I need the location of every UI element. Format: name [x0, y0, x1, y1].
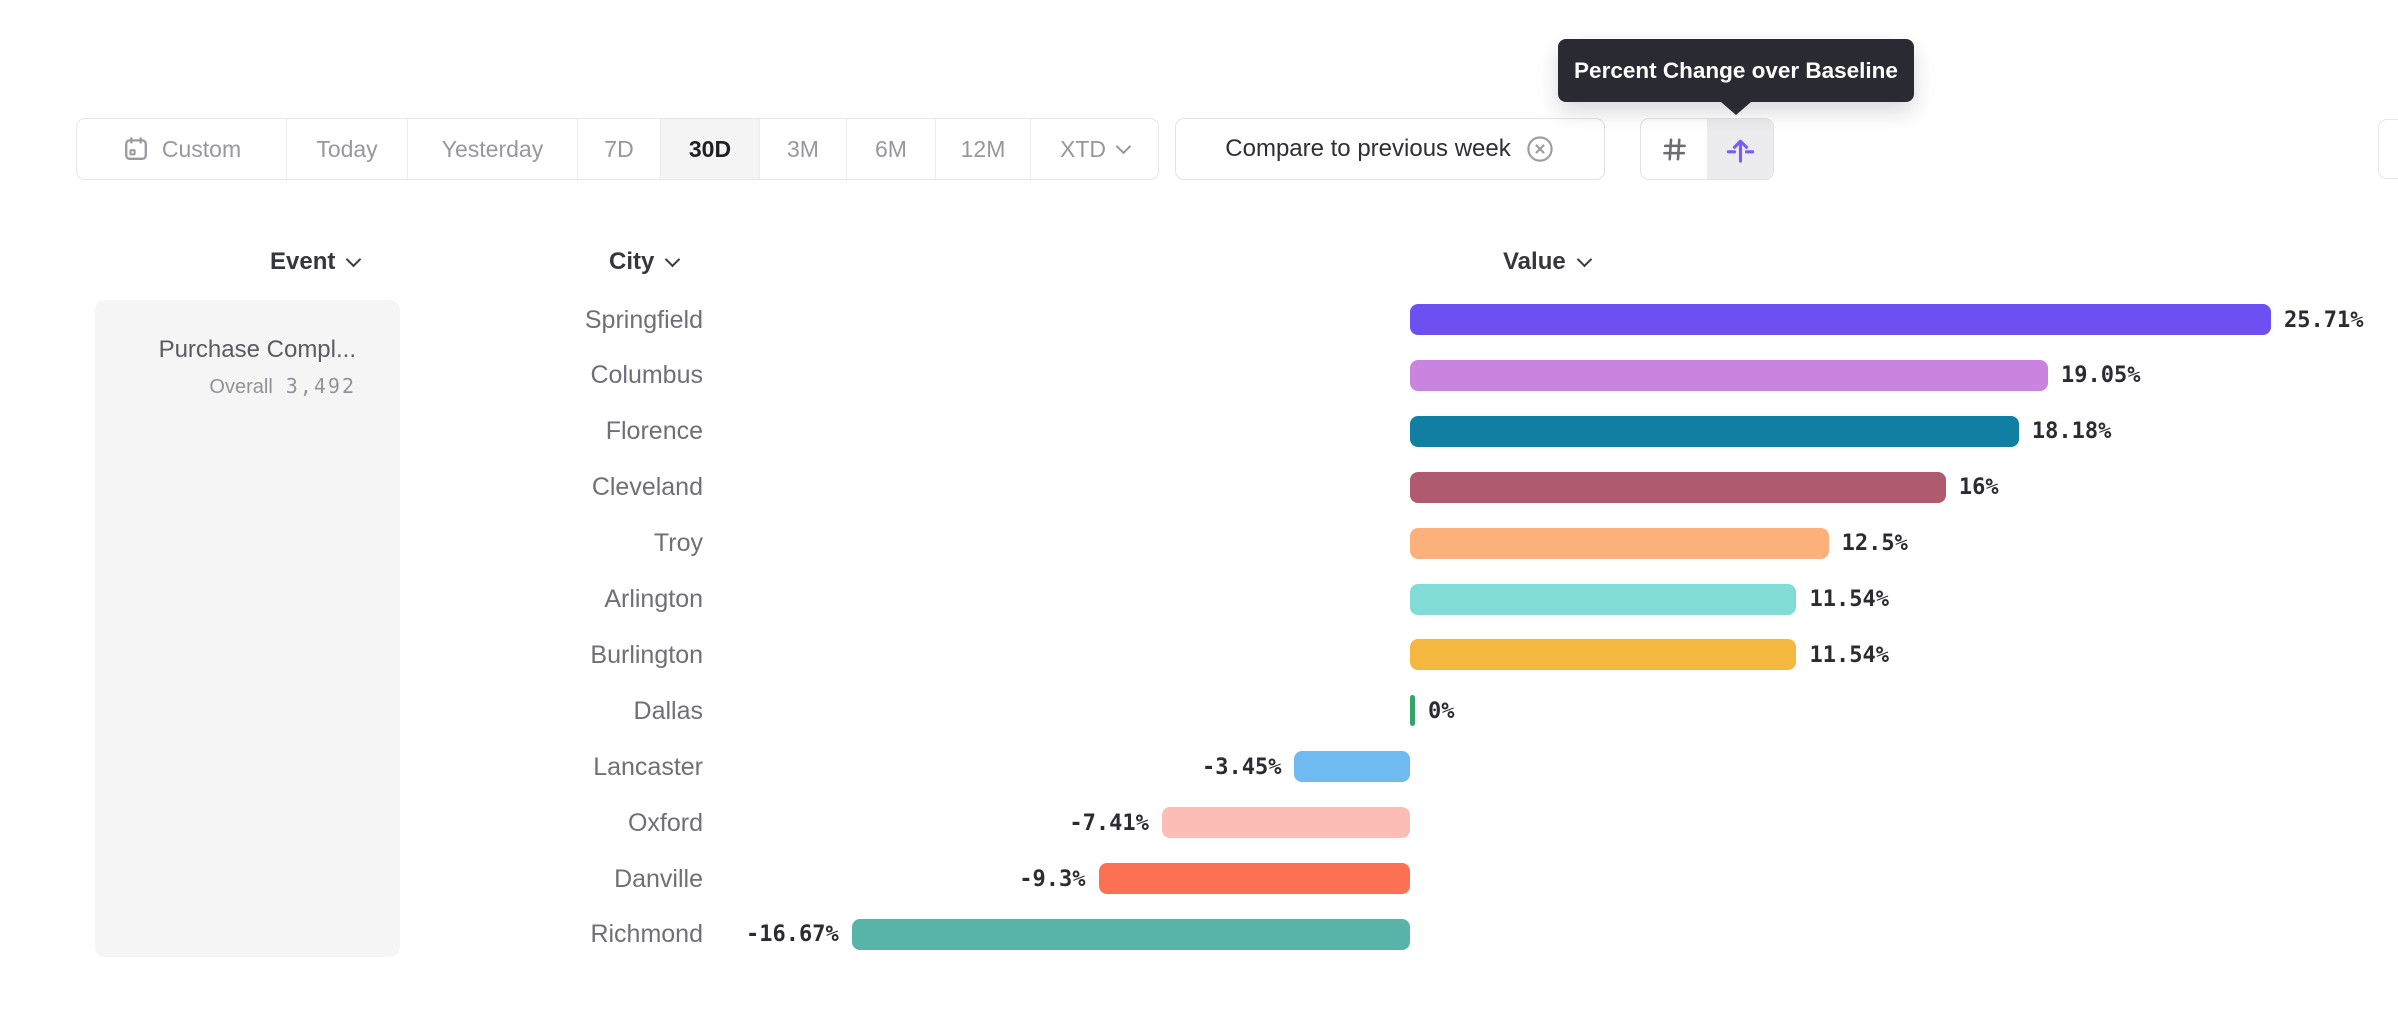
chart-value-toggle — [1640, 118, 1774, 180]
city-label: Columbus — [590, 361, 703, 390]
clipped-toolbar-button[interactable] — [2378, 119, 2398, 179]
bar-row: Arlington 11.54% — [0, 572, 2398, 628]
number-sign-icon — [1659, 134, 1690, 165]
bar-chart: Springfield 25.71% Columbus 19.05% Florence 1… — [0, 292, 2398, 964]
chevron-down-icon — [1115, 138, 1132, 154]
city-label: Lancaster — [593, 752, 703, 781]
value-label: -9.3% — [1019, 866, 1086, 892]
bar-oxford[interactable] — [1161, 807, 1410, 839]
bar-arlington[interactable] — [1410, 583, 1797, 615]
bar-dallas[interactable] — [1410, 695, 1415, 727]
event-metric: Overall 3,492 — [95, 374, 356, 399]
bar-richmond[interactable] — [851, 918, 1410, 950]
value-label: 11.54% — [1809, 642, 1889, 668]
bar-burlington[interactable] — [1410, 639, 1797, 671]
city-label: Danville — [614, 864, 703, 893]
value-label: 0% — [1428, 698, 1455, 724]
city-label: Arlington — [604, 585, 703, 613]
event-metric-value: 3,492 — [285, 374, 356, 398]
bar-row: Springfield 25.71% — [0, 292, 2398, 348]
percent-change-baseline-icon — [1725, 134, 1756, 165]
date-range-12m[interactable]: 12M — [935, 119, 1030, 179]
city-label: Richmond — [590, 920, 703, 949]
city-label: Troy — [653, 529, 703, 558]
bar-florence[interactable] — [1410, 415, 2019, 447]
value-label: 11.54% — [1809, 587, 1889, 612]
compare-button[interactable]: Compare to previous week — [1175, 118, 1605, 180]
event-name: Purchase Compl... — [158, 336, 356, 363]
bar-row: Richmond -16.67% — [0, 907, 2398, 963]
value-label: -7.41% — [1069, 810, 1149, 836]
bar-row: Lancaster -3.45% — [0, 739, 2398, 795]
column-header-label: Value — [1503, 248, 1566, 275]
column-header-label: City — [609, 248, 655, 275]
toggle-percent-change-baseline[interactable] — [1707, 119, 1773, 179]
column-header-label: Event — [270, 248, 336, 275]
city-label: Cleveland — [591, 473, 703, 502]
bar-lancaster[interactable] — [1294, 751, 1410, 783]
value-label: 12.5% — [1841, 531, 1908, 557]
bar-row: Troy 12.5% — [0, 516, 2398, 572]
bar-troy[interactable] — [1410, 527, 1829, 559]
chevron-down-icon — [1576, 251, 1592, 267]
bar-row: Columbus 19.05% — [0, 348, 2398, 404]
column-header-city[interactable]: City — [609, 247, 681, 277]
chevron-down-icon — [665, 251, 681, 267]
bar-row: Dallas 0% — [0, 683, 2398, 739]
date-range-label: 12M — [960, 135, 1006, 162]
bar-row: Oxford -7.41% — [0, 795, 2398, 851]
bar-springfield[interactable] — [1410, 304, 2272, 335]
date-range-label: Yesterday — [441, 135, 544, 162]
city-label: Oxford — [627, 808, 703, 837]
compare-label: Compare to previous week — [1225, 135, 1511, 162]
bar-row: Burlington 11.54% — [0, 627, 2398, 683]
date-range-custom[interactable]: Custom — [77, 119, 286, 179]
date-range-label: Today — [316, 135, 378, 162]
chevron-down-icon — [346, 251, 362, 267]
date-range-label: Custom — [161, 135, 242, 162]
city-label: Burlington — [590, 640, 703, 669]
value-label: 25.71% — [2284, 307, 2364, 333]
date-range-label: 7D — [604, 135, 634, 162]
close-circle-icon[interactable] — [1525, 134, 1555, 164]
bar-danville[interactable] — [1098, 863, 1410, 894]
date-range-yesterday[interactable]: Yesterday — [407, 119, 577, 179]
date-range-30d[interactable]: 30D — [660, 119, 759, 179]
value-label: -16.67% — [746, 922, 839, 948]
value-label: 19.05% — [2060, 363, 2141, 389]
city-label: Dallas — [633, 696, 703, 725]
value-label: 18.18% — [2031, 419, 2112, 445]
city-label: Springfield — [584, 305, 703, 334]
bar-columbus[interactable] — [1410, 359, 2048, 391]
column-header-value[interactable]: Value — [1503, 247, 1592, 277]
bar-row: Danville -9.3% — [0, 851, 2398, 907]
event-metric-label: Overall — [209, 376, 273, 398]
date-range-3m[interactable]: 3M — [759, 119, 846, 179]
bar-row: Cleveland 16% — [0, 460, 2398, 516]
calendar-icon — [122, 135, 150, 163]
date-range-label: 6M — [875, 135, 907, 162]
value-label: -3.45% — [1201, 754, 1282, 780]
date-range-label: 30D — [688, 135, 732, 162]
date-range-7d[interactable]: 7D — [577, 119, 660, 179]
date-range-label: XTD — [1060, 135, 1106, 162]
bar-row: Florence 18.18% — [0, 404, 2398, 460]
event-card[interactable]: Purchase Compl... Overall 3,492 — [95, 300, 400, 957]
toggle-absolute-values[interactable] — [1641, 119, 1707, 179]
date-range-today[interactable]: Today — [286, 119, 407, 179]
date-range-toolbar: Custom Today Yesterday 7D 30D 3M 6M 12M XTD — [76, 118, 1159, 180]
tooltip-text: Percent Change over Baseline — [1574, 57, 1898, 83]
date-range-label: 3M — [787, 135, 819, 162]
column-header-event[interactable]: Event — [270, 247, 362, 277]
city-label: Florence — [605, 417, 703, 446]
bar-cleveland[interactable] — [1410, 471, 1946, 503]
value-label: 16% — [1958, 475, 1999, 501]
tooltip: Percent Change over Baseline — [1558, 39, 1914, 115]
date-range-xtd[interactable]: XTD — [1030, 119, 1158, 179]
date-range-6m[interactable]: 6M — [846, 119, 935, 179]
